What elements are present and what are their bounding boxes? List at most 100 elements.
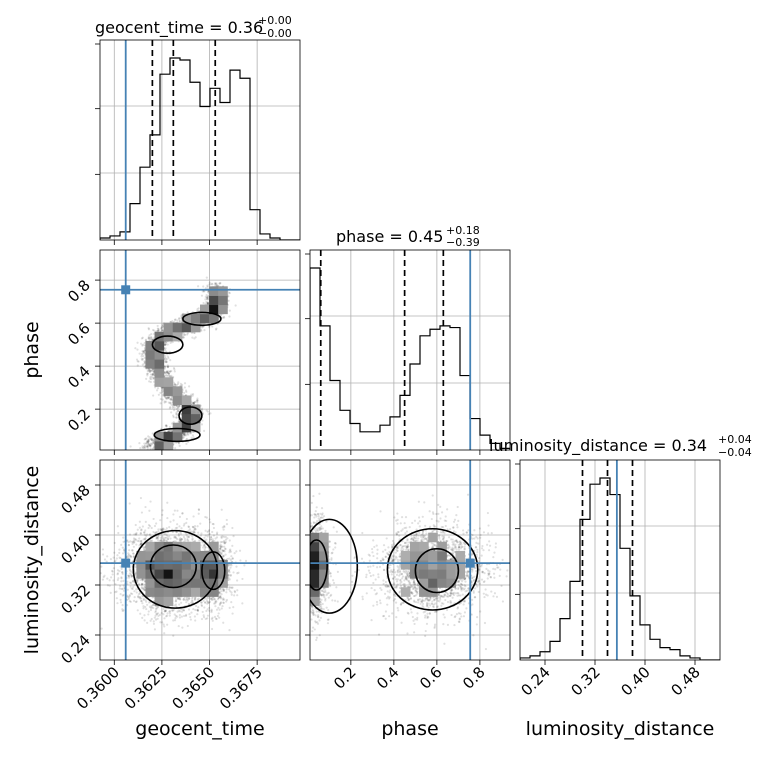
- density-cell: [163, 386, 174, 396]
- sample-point: [166, 365, 169, 369]
- sample-point: [152, 394, 155, 397]
- sample-point: [222, 554, 225, 557]
- sample-point: [164, 355, 167, 358]
- sample-point: [167, 372, 171, 375]
- sample-point: [171, 406, 174, 409]
- sample-point: [227, 299, 230, 302]
- sample-point: [163, 401, 166, 404]
- y-tick-label: 0.2: [64, 405, 94, 435]
- sample-point: [141, 446, 144, 450]
- sample-point: [192, 402, 195, 405]
- sample-point: [182, 334, 185, 337]
- sample-point: [151, 328, 155, 332]
- density-cell: [154, 368, 165, 378]
- sample-point: [230, 593, 233, 596]
- x-tick-label: 0.32: [567, 663, 603, 699]
- sample-point: [170, 397, 173, 401]
- sample-point: [156, 329, 160, 333]
- sample-point: [202, 616, 206, 619]
- sample-point: [176, 382, 180, 386]
- sample-point: [150, 451, 152, 453]
- sample-point: [199, 522, 202, 525]
- sample-point: [164, 343, 167, 346]
- sample-point: [120, 543, 123, 546]
- sample-point: [149, 380, 152, 384]
- sample-point: [143, 586, 146, 589]
- sample-point: [207, 601, 210, 604]
- sample-point: [194, 528, 197, 531]
- sample-point: [190, 436, 193, 439]
- sample-point: [155, 330, 158, 333]
- sample-point: [182, 598, 185, 601]
- sample-point: [152, 440, 156, 443]
- sample-point: [175, 416, 178, 419]
- sample-point: [137, 583, 140, 587]
- sample-point: [142, 351, 146, 354]
- sample-point: [147, 613, 150, 616]
- sample-point: [183, 391, 186, 394]
- sample-point: [193, 529, 196, 532]
- sample-point: [136, 348, 139, 351]
- sample-point: [196, 609, 199, 612]
- sample-point: [143, 446, 147, 449]
- sample-point: [205, 599, 209, 603]
- sample-point: [155, 613, 159, 616]
- sample-point: [162, 537, 165, 540]
- sample-point: [149, 447, 152, 450]
- density-cell: [145, 340, 156, 351]
- sample-point: [206, 608, 209, 611]
- sample-point: [143, 350, 146, 353]
- sample-point: [222, 554, 225, 558]
- sample-point: [146, 374, 149, 377]
- sample-point: [109, 558, 113, 561]
- sample-point: [165, 370, 169, 373]
- sample-point: [178, 603, 181, 606]
- sample-point: [201, 541, 204, 544]
- sample-point: [173, 370, 176, 373]
- sample-point: [138, 526, 141, 529]
- sample-point: [177, 381, 180, 384]
- sample-point: [140, 337, 144, 340]
- sample-point: [215, 283, 218, 287]
- sample-point: [143, 438, 146, 441]
- sample-point: [209, 412, 212, 415]
- sample-point: [157, 329, 160, 332]
- sample-point: [206, 410, 210, 413]
- sample-point: [142, 354, 145, 358]
- hist-phase: [305, 249, 511, 455]
- sample-point: [155, 536, 159, 539]
- sample-point: [156, 387, 160, 390]
- sample-point: [149, 336, 153, 339]
- sample-point: [182, 332, 185, 335]
- sample-point: [207, 291, 210, 294]
- sample-point: [148, 370, 151, 374]
- sample-point: [172, 416, 175, 419]
- density-cell: [154, 431, 165, 442]
- sample-point: [131, 580, 134, 583]
- sample-point: [181, 383, 184, 386]
- sample-point: [152, 368, 155, 371]
- sample-point: [202, 544, 205, 547]
- sample-point: [126, 594, 129, 597]
- sample-point: [182, 597, 186, 600]
- sample-point: [138, 592, 142, 595]
- density-cell: [154, 340, 165, 351]
- sample-point: [204, 515, 207, 519]
- hist-geocent_time: [95, 39, 301, 245]
- sample-point: [127, 574, 130, 577]
- sample-point: [120, 580, 123, 583]
- sample-point: [147, 439, 150, 442]
- sample-point: [139, 447, 142, 450]
- sample-point: [178, 319, 181, 323]
- contour: [178, 406, 203, 425]
- sample-point: [140, 582, 143, 586]
- sample-point: [157, 393, 160, 396]
- sample-point: [195, 399, 198, 402]
- sample-point: [182, 436, 185, 439]
- sample-point: [170, 429, 173, 432]
- sample-point: [121, 546, 124, 549]
- sample-point: [163, 343, 166, 347]
- sample-point: [149, 373, 153, 376]
- sample-point: [128, 502, 131, 505]
- sample-point: [200, 407, 204, 410]
